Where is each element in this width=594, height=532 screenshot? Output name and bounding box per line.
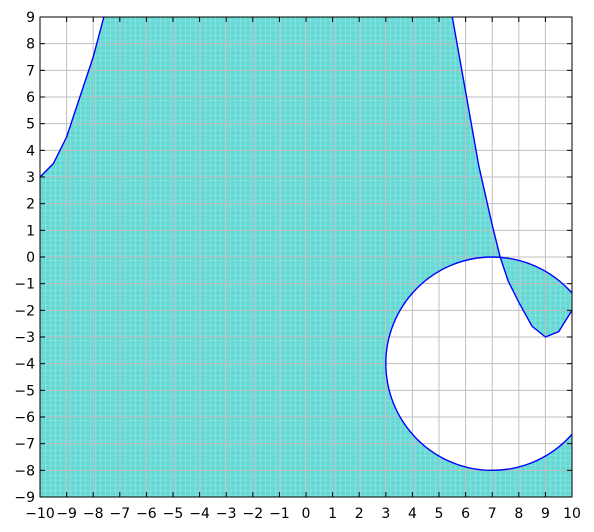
x-tick-label: 3	[381, 506, 390, 522]
x-tick-label: 6	[461, 506, 470, 522]
x-tick-label: −4	[189, 506, 210, 522]
y-tick-label: −6	[14, 410, 35, 426]
x-tick-label: −2	[242, 506, 263, 522]
y-tick-label: 7	[26, 63, 35, 79]
circle-boundary	[385, 256, 572, 472]
y-tick-label: −7	[14, 437, 35, 453]
x-tick-labels: −10 −9 −8 −7 −6 −5 −4 −3 −2 −1 0 1 2 3 4 5 6 7 8 9 10	[25, 506, 581, 522]
y-tick-label: 4	[26, 143, 35, 159]
y-tick-label: 8	[26, 37, 35, 53]
axis-ticks	[39, 16, 573, 498]
x-tick-label: 7	[488, 506, 497, 522]
y-tick-label: −8	[14, 463, 35, 479]
y-tick-label: 5	[26, 117, 35, 133]
y-tick-label: 9	[26, 10, 35, 26]
x-tick-label: −7	[109, 506, 130, 522]
y-tick-label: −3	[14, 330, 35, 346]
y-tick-label: −2	[14, 303, 35, 319]
right-boundary-curve	[451, 17, 572, 338]
x-tick-label: 4	[408, 506, 417, 522]
y-tick-label: 0	[26, 250, 35, 266]
x-tick-label: −3	[216, 506, 237, 522]
x-tick-label: 10	[563, 506, 581, 522]
x-tick-label: 2	[355, 506, 364, 522]
x-tick-label: −9	[56, 506, 77, 522]
x-tick-label: 9	[541, 506, 550, 522]
y-tick-label: 2	[26, 197, 35, 213]
y-tick-label: 6	[26, 90, 35, 106]
x-tick-label: −8	[83, 506, 104, 522]
x-tick-label: 5	[435, 506, 444, 522]
y-tick-labels: −9 −8 −7 −6 −5 −4 −3 −2 −1 0 1 2 3 4 5 6 7 8 9	[14, 10, 35, 506]
x-tick-label: 0	[302, 506, 311, 522]
x-tick-label: −10	[25, 506, 55, 522]
x-tick-label: −5	[163, 506, 184, 522]
y-tick-label: −5	[14, 383, 35, 399]
x-tick-label: 1	[328, 506, 337, 522]
y-tick-label: −4	[14, 357, 35, 373]
y-tick-label: −9	[14, 490, 35, 506]
x-tick-label: −1	[269, 506, 290, 522]
y-tick-label: 3	[26, 170, 35, 186]
left-boundary-curve	[40, 17, 105, 178]
y-tick-label: −1	[14, 277, 35, 293]
x-tick-label: 8	[514, 506, 523, 522]
boundary-curves	[40, 17, 572, 472]
y-tick-label: 1	[26, 223, 35, 239]
x-tick-label: −6	[136, 506, 157, 522]
